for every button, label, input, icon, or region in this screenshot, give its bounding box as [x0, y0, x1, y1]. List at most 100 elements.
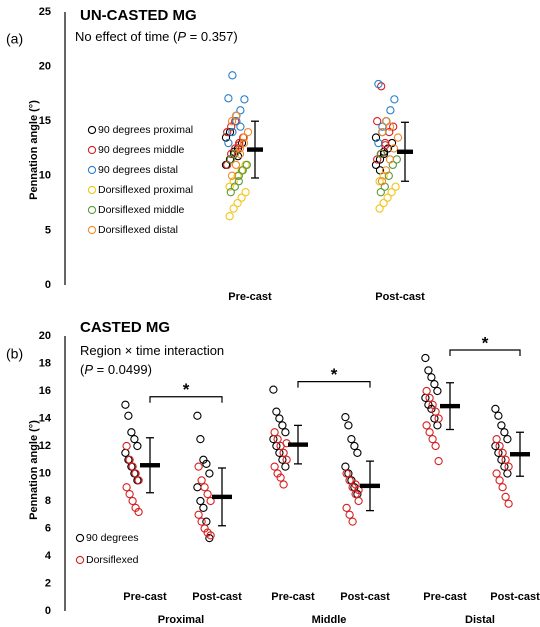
data-point [371, 133, 381, 142]
y-tick-label: 10 [39, 467, 51, 479]
data-point [196, 434, 205, 444]
data-point [121, 448, 130, 458]
data-point [494, 448, 503, 458]
data-point [228, 127, 237, 137]
data-point [431, 441, 440, 451]
annotation: (P = 0.0499) [80, 362, 152, 377]
mean-bar [510, 452, 530, 457]
data-point [282, 455, 291, 464]
data-point [434, 414, 443, 423]
data-point [421, 393, 430, 403]
data-point [239, 138, 249, 148]
mean-bar [140, 463, 160, 468]
data-point [227, 171, 237, 180]
data-point [345, 510, 354, 519]
data-point [225, 212, 234, 221]
data-point [427, 404, 436, 414]
data-point [433, 421, 442, 430]
data-point [393, 133, 403, 142]
data-point [498, 483, 507, 492]
data-point [495, 476, 504, 485]
y-tick-label: 25 [39, 6, 51, 18]
mean-bar [212, 494, 232, 500]
data-point [428, 434, 437, 444]
data-point [226, 188, 235, 197]
data-point [236, 106, 245, 115]
data-point [379, 149, 389, 159]
data-point [230, 182, 239, 191]
data-point [131, 503, 140, 513]
data-point [130, 434, 139, 444]
y-tick-label: 20 [39, 330, 51, 342]
annotation: No effect of time (P = 0.357) [75, 29, 238, 44]
data-point [503, 469, 512, 478]
data-point [272, 407, 281, 416]
data-point [354, 496, 363, 506]
data-point [235, 149, 245, 159]
significance-label: * [482, 333, 489, 352]
data-point [350, 441, 359, 451]
y-axis-label: Pennation angle (°) [28, 100, 40, 200]
data-point [131, 469, 140, 478]
data-point [344, 421, 353, 430]
y-tick-label: 20 [39, 61, 51, 73]
significance-label: * [183, 380, 190, 399]
x-tick-label: Post-cast [490, 591, 540, 603]
data-point [232, 117, 241, 126]
data-point [377, 127, 387, 137]
data-point [279, 480, 288, 489]
legend-label: 90 degrees distal [98, 164, 178, 176]
data-point [501, 492, 510, 502]
data-point [200, 483, 209, 492]
data-point [206, 531, 215, 540]
legend-marker [75, 555, 85, 565]
data-point [270, 428, 279, 437]
legend-label: 90 degrees middle [98, 144, 185, 156]
data-point [373, 117, 382, 126]
data-point [275, 414, 284, 423]
data-point [385, 155, 395, 164]
data-point [202, 459, 211, 469]
data-point [500, 462, 509, 471]
y-tick-label: 5 [45, 224, 51, 236]
legend-marker [75, 533, 85, 543]
data-point [342, 503, 351, 513]
data-point [235, 138, 244, 148]
significance-label: * [331, 365, 338, 384]
data-point [422, 386, 431, 396]
data-point [134, 476, 143, 485]
data-point [497, 455, 506, 464]
data-point [200, 524, 209, 533]
data-point [376, 149, 385, 159]
legend-marker [87, 205, 97, 215]
data-point [199, 503, 208, 513]
data-point [229, 204, 238, 213]
data-point [124, 411, 133, 420]
data-point [379, 171, 388, 180]
data-point [236, 122, 245, 131]
x-tick-label: Post-cast [192, 591, 242, 603]
data-point [376, 188, 385, 197]
data-point [491, 441, 500, 451]
data-point [225, 127, 235, 137]
panel-label: (a) [6, 31, 23, 47]
annotation-part: P [177, 29, 186, 44]
data-point [498, 448, 507, 458]
data-point [504, 499, 513, 508]
y-tick-label: 8 [45, 495, 51, 507]
data-point [433, 386, 442, 396]
data-point [389, 144, 399, 153]
data-point [125, 489, 134, 499]
data-point [345, 476, 354, 485]
annotation-part: P [84, 362, 93, 377]
data-point [122, 483, 131, 492]
data-point [504, 462, 513, 471]
data-point [241, 188, 250, 197]
chart-title: UN-CASTED MG [80, 7, 197, 24]
data-point [390, 95, 399, 104]
data-point [203, 489, 212, 499]
data-point [387, 188, 396, 197]
data-point [391, 182, 400, 191]
data-point [227, 122, 236, 131]
